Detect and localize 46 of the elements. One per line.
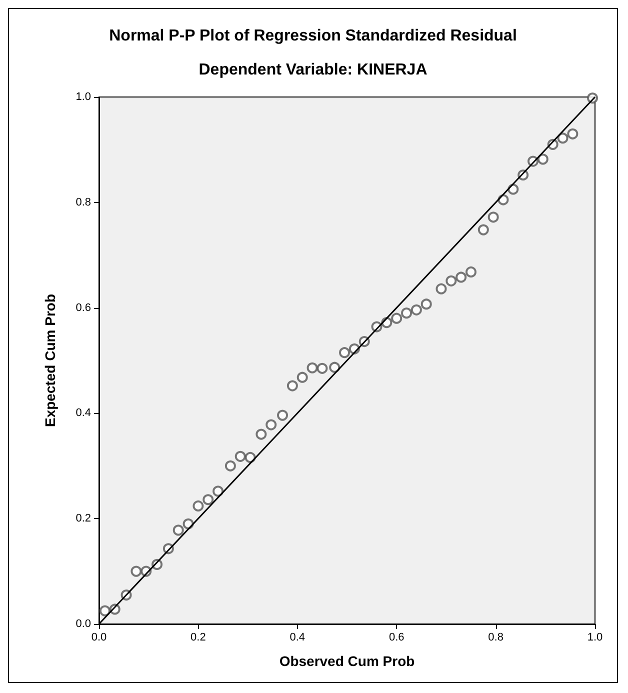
x-tick-label: 0.0 xyxy=(91,632,107,644)
x-tick-label: 0.8 xyxy=(488,632,504,644)
point xyxy=(567,128,578,140)
point xyxy=(296,372,308,383)
point xyxy=(224,460,236,472)
y-tick-label: 0.6 xyxy=(76,302,91,314)
point xyxy=(306,362,318,374)
y-tick-label: 0.0 xyxy=(76,618,91,630)
chart-subtitle: Dependent Variable: KINERJA xyxy=(198,62,428,78)
point xyxy=(266,419,277,430)
point xyxy=(234,450,246,462)
point xyxy=(277,410,288,421)
point xyxy=(391,312,402,324)
point xyxy=(329,362,340,373)
x-tick-label: 0.4 xyxy=(290,632,306,644)
point xyxy=(256,428,267,440)
point xyxy=(172,524,184,536)
point xyxy=(466,266,476,278)
y-axis-title: Expected Cum Prob xyxy=(42,294,58,428)
y-tick-label: 0.4 xyxy=(76,407,91,420)
point xyxy=(456,272,467,283)
point xyxy=(436,283,447,294)
point xyxy=(99,605,110,616)
point xyxy=(488,212,499,223)
x-axis-title: Observed Cum Prob xyxy=(279,653,415,669)
x-tick-label: 0.2 xyxy=(190,632,206,644)
point xyxy=(192,500,204,512)
point xyxy=(130,566,142,577)
point xyxy=(316,362,328,374)
point xyxy=(212,486,224,497)
point xyxy=(286,380,298,392)
y-tick-label: 1.0 xyxy=(76,91,91,103)
point xyxy=(420,298,432,310)
point xyxy=(446,275,457,286)
point xyxy=(401,308,412,319)
point xyxy=(339,347,350,358)
point xyxy=(478,224,489,236)
y-tick-label: 0.2 xyxy=(76,512,91,525)
point xyxy=(202,494,214,506)
x-tick-label: 0.6 xyxy=(388,632,404,644)
y-tick-label: 0.8 xyxy=(76,196,91,208)
point xyxy=(557,132,568,144)
chart-title: Normal P-P Plot of Regression Standardized Residual xyxy=(109,28,517,44)
x-tick-label: 1.0 xyxy=(587,632,603,644)
point xyxy=(410,304,422,316)
point xyxy=(537,154,548,165)
